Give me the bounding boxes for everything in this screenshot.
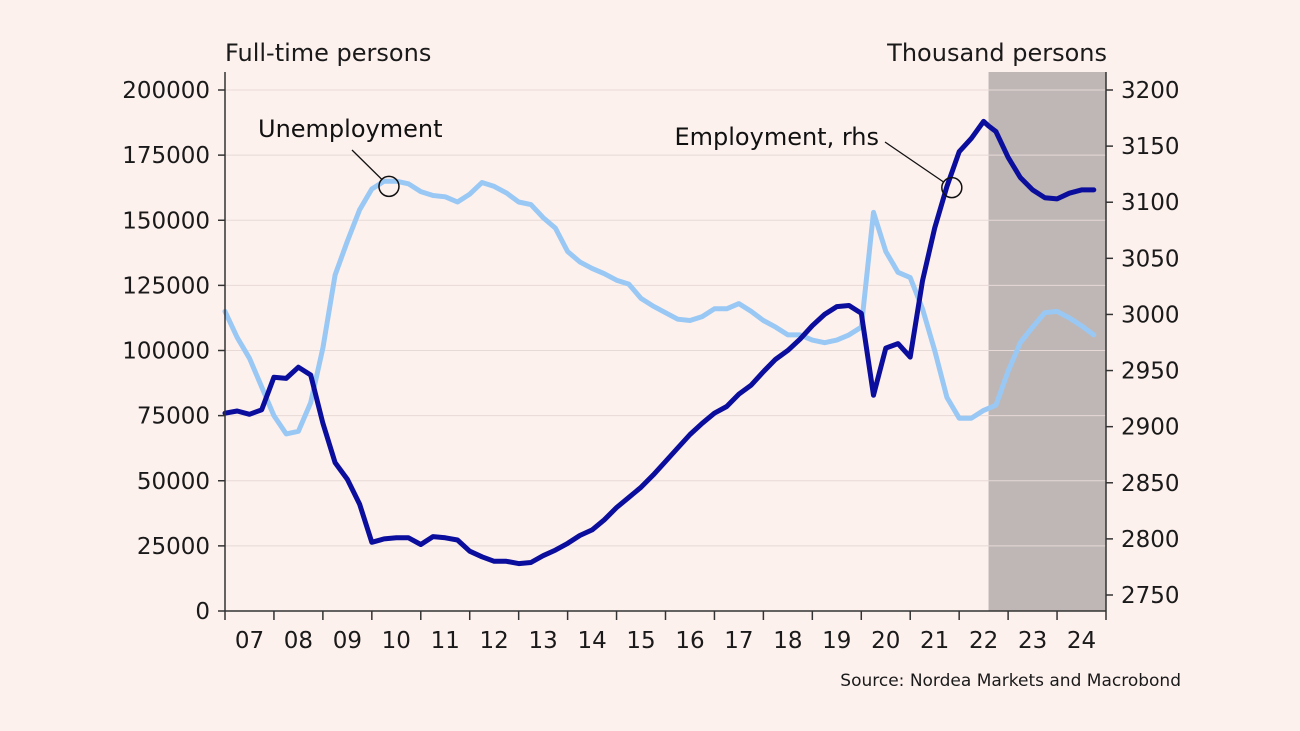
right-tick-label: 2900 (1121, 415, 1180, 441)
annotation-marker (941, 176, 963, 199)
right-tick-label: 2750 (1121, 583, 1180, 609)
x-tick-label: 22 (969, 628, 998, 654)
x-tick-label: 07 (235, 628, 264, 654)
x-tick-label: 21 (920, 628, 949, 654)
left-tick-label: 25000 (137, 534, 210, 560)
employment-line (222, 118, 1097, 567)
x-tick-label: 23 (1018, 628, 1047, 654)
left-axis-unit-label: Full-time persons (225, 39, 431, 67)
x-tick-label: 18 (773, 628, 802, 654)
annotation-label: Unemployment (258, 115, 442, 143)
right-tick-label: 2950 (1121, 359, 1180, 385)
series-lines (222, 118, 1097, 567)
x-tick-label: 20 (871, 628, 900, 654)
axes: 0 25000 50000 75000 100000 125000 150000 175000… (122, 72, 1180, 654)
x-tick-label: 17 (724, 628, 753, 654)
x-tick-label: 08 (284, 628, 313, 654)
left-tick-label: 75000 (137, 404, 210, 430)
annotations: Unemployment Employment, rhs (258, 115, 963, 199)
annotation-marker (378, 175, 400, 198)
x-tick-label: 16 (675, 628, 704, 654)
right-tick-label: 3050 (1121, 246, 1180, 272)
right-tick-label: 3200 (1121, 78, 1180, 104)
left-tick-label: 150000 (122, 208, 210, 234)
annotation-leader (884, 141, 944, 183)
annotation-label: Employment, rhs (674, 123, 879, 151)
x-tick-label: 12 (480, 628, 509, 654)
left-tick-label: 50000 (137, 469, 210, 495)
right-tick-label: 3100 (1121, 190, 1180, 216)
annotation-leader (351, 149, 383, 180)
left-tick-label: 125000 (122, 273, 210, 299)
right-tick-label: 3150 (1121, 134, 1180, 160)
left-tick-label: 0 (195, 599, 210, 625)
right-tick-label: 2800 (1121, 527, 1180, 553)
left-tick-label: 100000 (122, 339, 210, 365)
unemployment-line (222, 178, 1097, 437)
source-note: Source: Nordea Markets and Macrobond (840, 671, 1181, 691)
x-tick-label: 11 (431, 628, 460, 654)
x-tick-label: 09 (333, 628, 362, 654)
left-tick-label: 200000 (122, 78, 210, 104)
x-tick-label: 19 (822, 628, 851, 654)
x-tick-label: 10 (382, 628, 411, 654)
right-tick-label: 2850 (1121, 471, 1180, 497)
x-tick-label: 14 (577, 628, 606, 654)
right-tick-label: 3000 (1121, 302, 1180, 328)
x-tick-label: 24 (1067, 628, 1096, 654)
x-tick-label: 15 (626, 628, 655, 654)
right-axis-unit-label: Thousand persons (886, 39, 1107, 67)
left-tick-label: 175000 (122, 143, 210, 169)
x-tick-label: 13 (528, 628, 557, 654)
